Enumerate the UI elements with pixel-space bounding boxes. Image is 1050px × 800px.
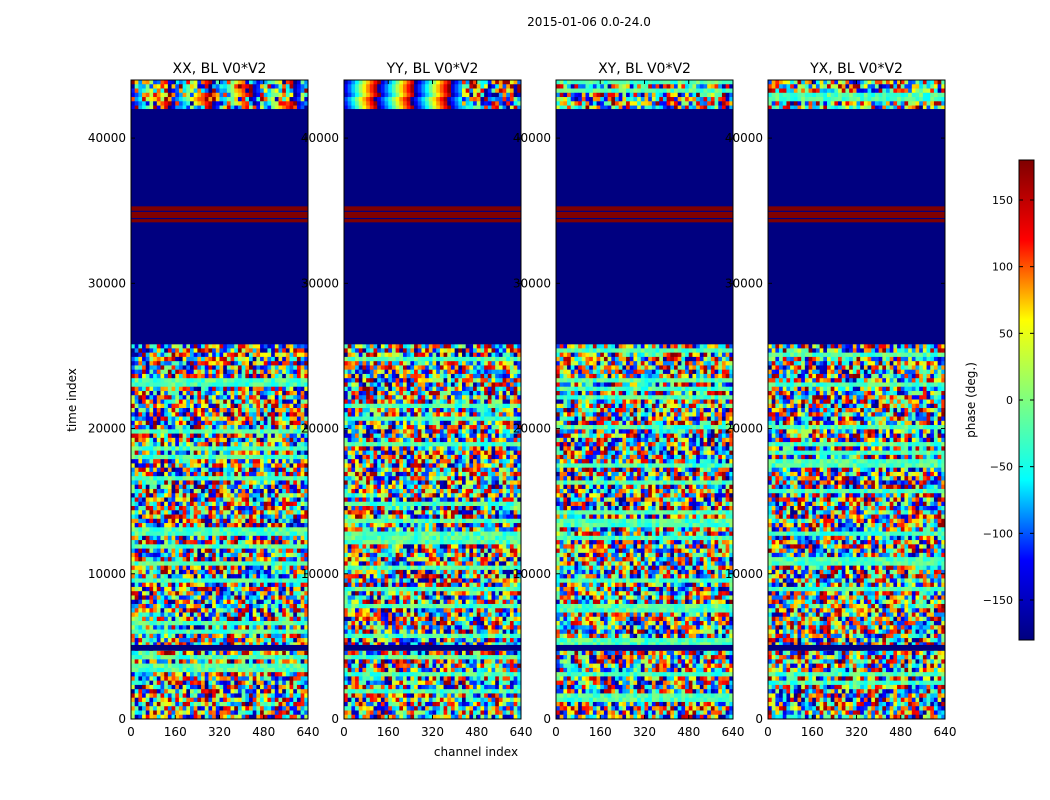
- y-tick-label: 20000: [513, 422, 551, 436]
- colorbar: −150 −100 −50 0 50 100 150: [983, 159, 1035, 641]
- x-tick-label: 480: [252, 725, 275, 739]
- y-tick-label: 30000: [513, 276, 551, 290]
- x-tick-label: 640: [510, 725, 533, 739]
- panel-2: YY, BL V0*V2 0 160 320 480 640 0 10000 20000 3000…: [301, 61, 533, 739]
- y-tick-label: 10000: [513, 567, 551, 581]
- flag-band-2: [768, 206, 945, 223]
- y-tick-label: 0: [755, 712, 763, 726]
- flag-band-2: [556, 206, 733, 223]
- panel-1: XX, BL V0*V2 0 160 320 480 640 0 10000 20000 3000…: [88, 61, 320, 739]
- heatmap-panels: XX, BL V0*V2 0 160 320 480 640 0 10000 20000 3000…: [88, 61, 957, 739]
- x-tick-label: 320: [421, 725, 444, 739]
- x-tick-label: 640: [722, 725, 745, 739]
- x-tick-label: 320: [845, 725, 868, 739]
- heatmap-cells: [768, 80, 945, 719]
- x-tick-label: 320: [633, 725, 656, 739]
- y-tick-label: 40000: [301, 131, 339, 145]
- y-tick-label: 0: [118, 712, 126, 726]
- y-tick-label: 40000: [513, 131, 551, 145]
- panel-4: YX, BL V0*V2 0 160 320 480 640 0 10000 20000 3000…: [725, 61, 957, 739]
- x-tick-label: 0: [340, 725, 348, 739]
- flag-band-3: [131, 644, 308, 651]
- panel-title: YX, BL V0*V2: [809, 61, 903, 77]
- colorbar-tick-label: 100: [992, 261, 1013, 274]
- panel-title: XY, BL V0*V2: [598, 61, 691, 77]
- heatmap-cells: [131, 80, 308, 719]
- y-tick-label: 0: [543, 712, 551, 726]
- y-tick-label: 40000: [725, 131, 763, 145]
- flag-band-1: [131, 109, 308, 345]
- colorbar-label: phase (deg.): [964, 362, 978, 438]
- panel-3: XY, BL V0*V2 0 160 320 480 640 0 10000 20000 3000…: [513, 61, 745, 739]
- y-tick-label: 40000: [88, 131, 126, 145]
- figure-title: 2015-01-06 0.0-24.0: [527, 15, 651, 29]
- panel-title: YY, BL V0*V2: [386, 61, 479, 77]
- flag-band-2: [344, 206, 521, 223]
- y-tick-label: 20000: [725, 422, 763, 436]
- colorbar-tick-label: 0: [1006, 394, 1013, 407]
- flag-band-3: [344, 644, 521, 651]
- flag-band-1: [768, 109, 945, 345]
- x-tick-label: 160: [589, 725, 612, 739]
- flag-band-3: [768, 644, 945, 651]
- y-tick-label: 30000: [725, 276, 763, 290]
- x-axis-label: channel index: [434, 745, 518, 759]
- y-tick-label: 30000: [88, 276, 126, 290]
- x-tick-label: 0: [764, 725, 772, 739]
- x-tick-label: 160: [377, 725, 400, 739]
- flag-band-1: [344, 109, 521, 345]
- y-tick-label: 30000: [301, 276, 339, 290]
- colorbar-tick-label: −100: [983, 527, 1013, 540]
- y-axis-label: time index: [65, 368, 79, 432]
- panel-title: XX, BL V0*V2: [173, 61, 267, 77]
- x-tick-label: 480: [889, 725, 912, 739]
- x-tick-label: 160: [164, 725, 187, 739]
- colorbar-tick-label: −50: [990, 461, 1013, 474]
- x-tick-label: 160: [801, 725, 824, 739]
- y-tick-label: 10000: [88, 567, 126, 581]
- flag-band-3: [556, 644, 733, 651]
- x-tick-label: 480: [677, 725, 700, 739]
- x-tick-label: 320: [208, 725, 231, 739]
- colorbar-tick-label: −150: [983, 594, 1013, 607]
- x-tick-label: 480: [465, 725, 488, 739]
- colorbar-tick-label: 150: [992, 194, 1013, 207]
- y-tick-label: 20000: [301, 422, 339, 436]
- flag-band-1: [556, 109, 733, 345]
- colorbar-tick-label: 50: [999, 327, 1013, 340]
- y-tick-label: 0: [331, 712, 339, 726]
- x-tick-label: 640: [934, 725, 957, 739]
- y-tick-label: 10000: [725, 567, 763, 581]
- x-tick-label: 640: [297, 725, 320, 739]
- y-tick-label: 20000: [88, 422, 126, 436]
- flag-band-2: [131, 206, 308, 223]
- x-tick-label: 0: [127, 725, 135, 739]
- heatmap-cells: [344, 80, 521, 719]
- y-tick-label: 10000: [301, 567, 339, 581]
- x-tick-label: 0: [552, 725, 560, 739]
- heatmap-cells: [556, 80, 733, 719]
